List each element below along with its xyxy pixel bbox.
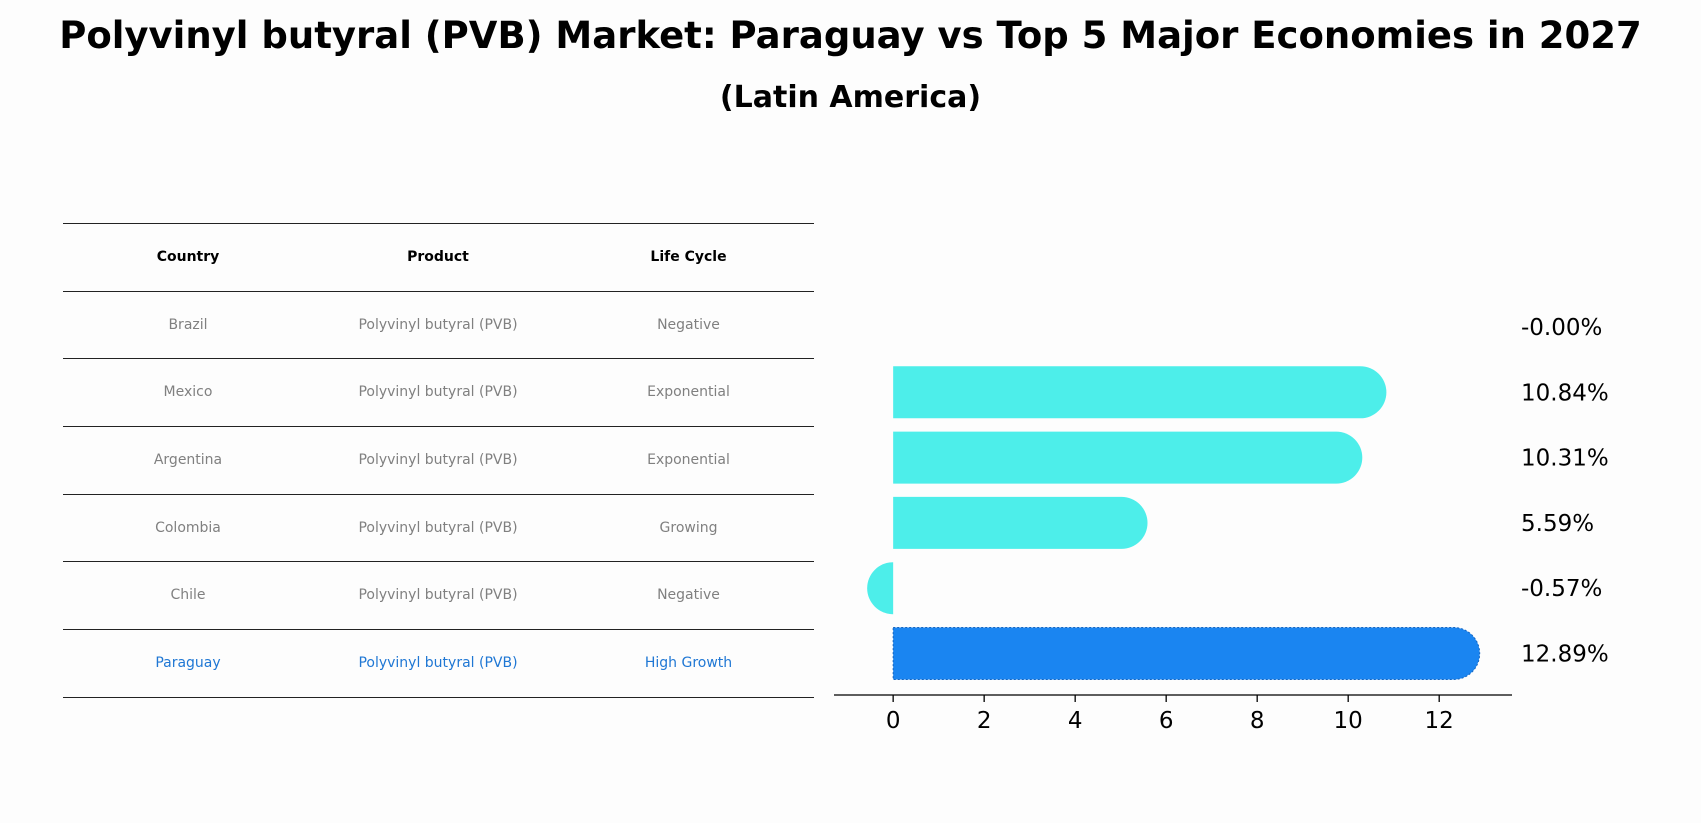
- bar-colombia: [893, 496, 1148, 549]
- value-label-chile: -0.57%: [1521, 576, 1602, 602]
- cell-product: Polyvinyl butyral (PVB): [358, 316, 518, 333]
- cell-product: Polyvinyl butyral (PVB): [358, 384, 518, 401]
- cell-life-cycle: Exponential: [647, 452, 730, 469]
- cell-product: Polyvinyl butyral (PVB): [358, 452, 518, 469]
- table-row: Colombia Polyvinyl butyral (PVB) Growing: [63, 493, 814, 562]
- table-row-highlight: Paraguay Polyvinyl butyral (PVB) High Gr…: [63, 629, 814, 698]
- x-tick-label: 12: [1425, 708, 1454, 734]
- table-row: Brazil Polyvinyl butyral (PVB) Negative: [63, 290, 814, 359]
- x-tick-label: 0: [886, 708, 901, 734]
- cell-product: Polyvinyl butyral (PVB): [358, 519, 518, 536]
- value-label-brazil: -0.00%: [1521, 315, 1602, 341]
- cell-country: Brazil: [168, 316, 208, 333]
- bar-mexico: [893, 366, 1387, 419]
- x-tick-label: 6: [1159, 708, 1174, 734]
- value-label-argentina: 10.31%: [1521, 446, 1609, 472]
- x-tick-label: 2: [977, 708, 992, 734]
- table-row: Chile Polyvinyl butyral (PVB) Negative: [63, 561, 814, 629]
- cell-life-cycle: Growing: [659, 519, 718, 536]
- cell-life-cycle: Negative: [657, 587, 720, 604]
- value-label-paraguay: 12.89%: [1521, 642, 1609, 668]
- bar-argentina: [893, 431, 1363, 484]
- x-tick-label: 8: [1250, 708, 1265, 734]
- value-label-mexico: 10.84%: [1521, 380, 1609, 406]
- table-row: Mexico Polyvinyl butyral (PVB) Exponenti…: [63, 358, 814, 426]
- x-tick-label: 4: [1068, 708, 1083, 734]
- cell-product: Polyvinyl butyral (PVB): [358, 655, 518, 672]
- header-life-cycle: Life Cycle: [650, 249, 727, 265]
- header-product: Product: [407, 249, 469, 265]
- cell-life-cycle: High Growth: [644, 655, 733, 672]
- cell-life-cycle: Negative: [657, 316, 720, 333]
- value-label-colombia: 5.59%: [1521, 511, 1594, 537]
- cell-product: Polyvinyl butyral (PVB): [358, 587, 518, 604]
- cell-country: Argentina: [153, 452, 223, 469]
- bar-paraguay: [892, 627, 1481, 680]
- chart-subtitle: (Latin America): [719, 80, 982, 115]
- cell-country: Chile: [170, 587, 206, 604]
- cell-country: Mexico: [163, 384, 213, 401]
- life-cycle-table: Country Product Life Cycle Brazil Polyvi…: [63, 223, 814, 698]
- table-header-row: Country Product Life Cycle: [63, 223, 814, 291]
- chart-title: Polyvinyl butyral (PVB) Market: Paraguay…: [59, 14, 1642, 57]
- cell-country: Colombia: [155, 519, 221, 536]
- table-row: Argentina Polyvinyl butyral (PVB) Expone…: [63, 426, 814, 494]
- cell-life-cycle: Exponential: [647, 384, 730, 401]
- cell-country: Paraguay: [155, 655, 221, 672]
- x-tick-label: 10: [1334, 708, 1363, 734]
- header-country: Country: [156, 249, 220, 265]
- bar-chile: [867, 562, 894, 615]
